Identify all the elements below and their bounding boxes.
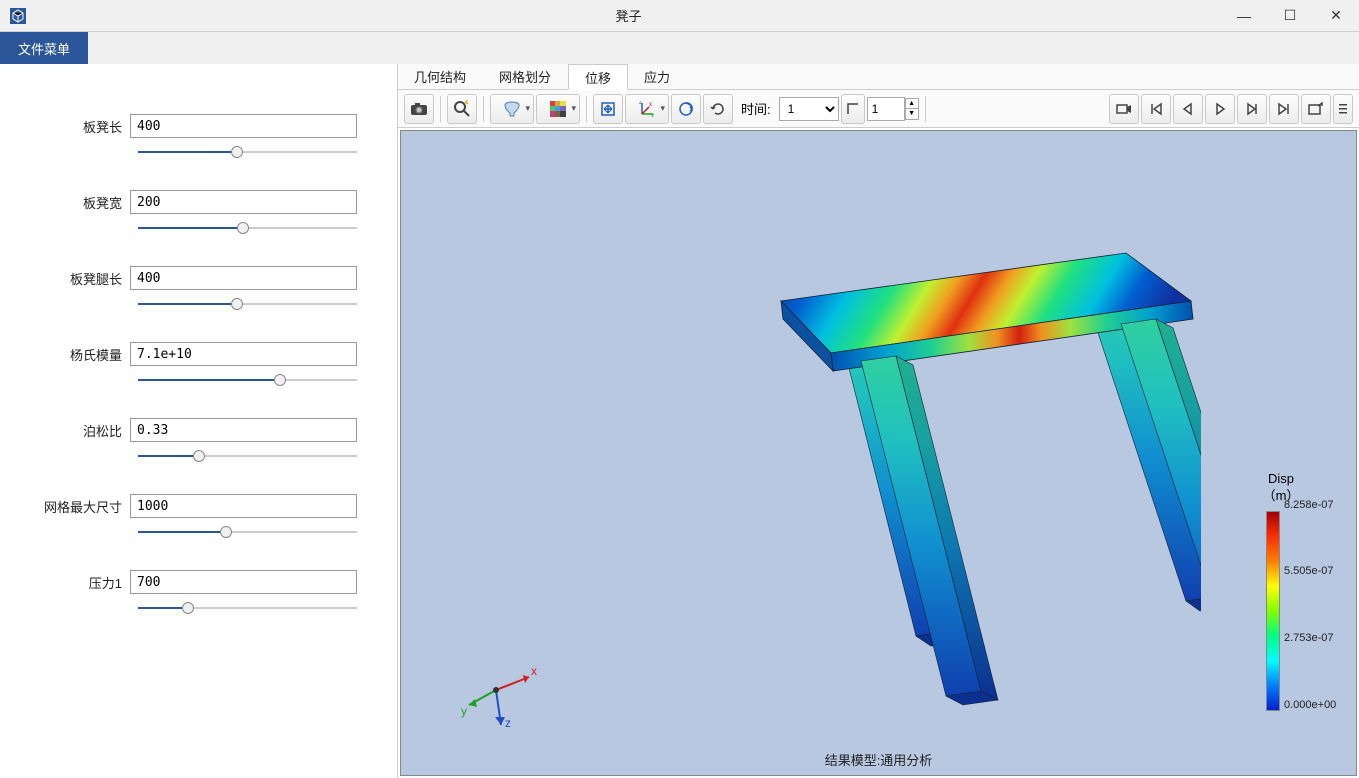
tab-网格划分[interactable]: 网格划分 bbox=[483, 64, 568, 89]
param-slider[interactable] bbox=[138, 600, 357, 616]
axis-triad: x y z bbox=[461, 655, 541, 735]
menu-bar: 文件菜单 bbox=[0, 32, 1359, 64]
param-slider[interactable] bbox=[138, 296, 357, 312]
param-label: 网格最大尺寸 bbox=[40, 497, 130, 516]
time-step-down[interactable]: ▼ bbox=[905, 109, 919, 120]
minimize-button[interactable]: — bbox=[1221, 0, 1267, 32]
record-button[interactable] bbox=[1109, 94, 1139, 124]
stool-model bbox=[581, 161, 1201, 761]
param-row: 压力1 bbox=[40, 570, 357, 616]
param-slider[interactable] bbox=[138, 448, 357, 464]
maximize-button[interactable]: ☐ bbox=[1267, 0, 1313, 32]
legend-tick: 5.505e-07 bbox=[1284, 565, 1334, 577]
more-button[interactable] bbox=[1333, 94, 1353, 124]
export-animation-button[interactable] bbox=[1301, 94, 1331, 124]
zoom-button[interactable] bbox=[447, 94, 477, 124]
legend-tick: 2.753e-07 bbox=[1284, 632, 1334, 644]
param-input[interactable] bbox=[130, 570, 357, 594]
param-row: 板凳腿长 bbox=[40, 266, 357, 312]
svg-text:z: z bbox=[505, 716, 511, 730]
svg-text:y: y bbox=[651, 113, 654, 117]
param-slider[interactable] bbox=[138, 220, 357, 236]
param-slider[interactable] bbox=[138, 144, 357, 160]
svg-text:y: y bbox=[461, 704, 467, 718]
param-label: 板凳腿长 bbox=[40, 269, 130, 288]
tab-应力[interactable]: 应力 bbox=[628, 64, 687, 89]
last-frame-button[interactable] bbox=[1269, 94, 1299, 124]
legend-tick: 8.258e-07 bbox=[1284, 499, 1334, 511]
param-input[interactable] bbox=[130, 342, 357, 366]
param-label: 板凳长 bbox=[40, 117, 130, 136]
param-input[interactable] bbox=[130, 266, 357, 290]
legend-tick: 0.000e+00 bbox=[1284, 699, 1336, 711]
title-bar: 凳子 — ☐ ✕ bbox=[0, 0, 1359, 32]
svg-text:z: z bbox=[639, 101, 642, 106]
viewport-toolbar: z y x 时间: 1 ▲ ▼ bbox=[398, 90, 1359, 128]
close-button[interactable]: ✕ bbox=[1313, 0, 1359, 32]
time-label: 时间: bbox=[741, 99, 771, 118]
param-input[interactable] bbox=[130, 418, 357, 442]
main-panel: 几何结构网格划分位移应力 bbox=[398, 64, 1359, 778]
param-input[interactable] bbox=[130, 494, 357, 518]
window-controls: — ☐ ✕ bbox=[1221, 0, 1359, 32]
first-frame-button[interactable] bbox=[1141, 94, 1171, 124]
axes-dropdown[interactable]: z y x bbox=[625, 94, 669, 124]
filter-dropdown[interactable] bbox=[490, 94, 534, 124]
param-row: 杨氏模量 bbox=[40, 342, 357, 388]
play-button[interactable] bbox=[1205, 94, 1235, 124]
rotate-view-button[interactable] bbox=[671, 94, 701, 124]
svg-text:x: x bbox=[649, 102, 652, 108]
param-slider[interactable] bbox=[138, 524, 357, 540]
legend-bar bbox=[1266, 511, 1280, 711]
separator bbox=[586, 96, 587, 122]
param-row: 泊松比 bbox=[40, 418, 357, 464]
param-label: 泊松比 bbox=[40, 421, 130, 440]
result-tabs: 几何结构网格划分位移应力 bbox=[398, 64, 1359, 90]
separator bbox=[440, 96, 441, 122]
time-step-up[interactable]: ▲ bbox=[905, 98, 919, 109]
param-input[interactable] bbox=[130, 114, 357, 138]
tab-几何结构[interactable]: 几何结构 bbox=[398, 64, 483, 89]
param-input[interactable] bbox=[130, 190, 357, 214]
separator bbox=[925, 96, 926, 122]
time-go-button[interactable] bbox=[841, 94, 865, 124]
fit-view-button[interactable] bbox=[593, 94, 623, 124]
param-row: 板凳宽 bbox=[40, 190, 357, 236]
parameter-sidebar: 板凳长 板凳宽 板凳腿长 杨氏模量 bbox=[0, 64, 398, 778]
param-label: 杨氏模量 bbox=[40, 345, 130, 364]
next-frame-button[interactable] bbox=[1237, 94, 1267, 124]
svg-text:x: x bbox=[531, 664, 537, 678]
time-dropdown[interactable]: 1 bbox=[779, 97, 839, 121]
workspace: 板凳长 板凳宽 板凳腿长 杨氏模量 bbox=[0, 64, 1359, 778]
app-icon bbox=[8, 6, 28, 26]
time-input[interactable] bbox=[867, 97, 905, 121]
result-viewport[interactable]: x y z Disp（m） 8.258e-075.505e-072.753e-0… bbox=[400, 130, 1357, 776]
param-row: 板凳长 bbox=[40, 114, 357, 160]
param-label: 板凳宽 bbox=[40, 193, 130, 212]
param-slider[interactable] bbox=[138, 372, 357, 388]
colormap-dropdown[interactable] bbox=[536, 94, 580, 124]
file-menu[interactable]: 文件菜单 bbox=[0, 32, 88, 64]
prev-frame-button[interactable] bbox=[1173, 94, 1203, 124]
tab-位移[interactable]: 位移 bbox=[568, 64, 628, 90]
param-label: 压力1 bbox=[40, 573, 130, 592]
reset-rotation-button[interactable] bbox=[703, 94, 733, 124]
snapshot-button[interactable] bbox=[404, 94, 434, 124]
color-legend: Disp（m） 8.258e-075.505e-072.753e-070.000… bbox=[1226, 471, 1336, 711]
separator bbox=[483, 96, 484, 122]
window-title: 凳子 bbox=[36, 6, 1221, 25]
param-row: 网格最大尺寸 bbox=[40, 494, 357, 540]
result-model-label: 结果模型:通用分析 bbox=[825, 750, 933, 769]
